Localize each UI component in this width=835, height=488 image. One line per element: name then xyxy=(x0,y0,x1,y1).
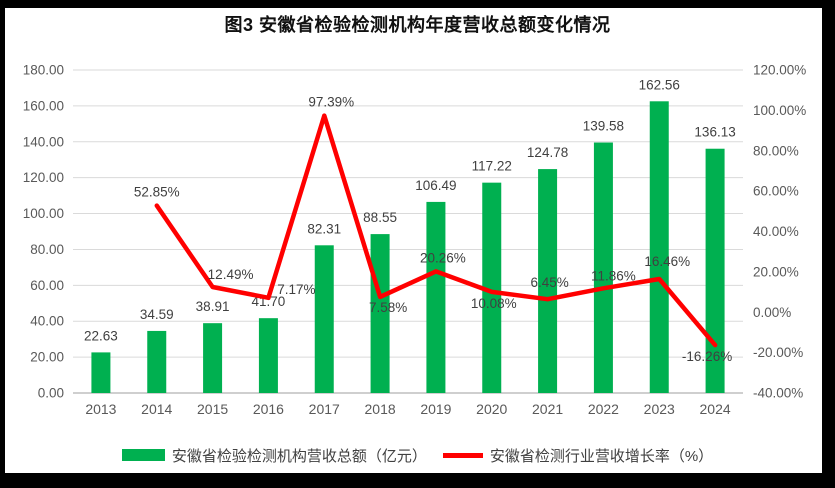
bar-2022 xyxy=(593,142,613,393)
right-axis-tick: -20.00% xyxy=(753,345,803,360)
left-axis-tick: 180.00 xyxy=(23,63,64,78)
line-data-label: 97.39% xyxy=(308,95,354,110)
bar-data-label: 34.59 xyxy=(140,307,174,322)
right-axis-tick: -40.00% xyxy=(753,386,803,401)
line-data-label: 7.17% xyxy=(277,282,315,297)
x-axis-label: 2013 xyxy=(85,401,116,417)
bar-data-label: 22.63 xyxy=(84,328,118,343)
bar-data-label: 106.49 xyxy=(415,178,456,193)
x-axis-label: 2014 xyxy=(141,401,172,417)
x-axis-label: 2019 xyxy=(420,401,451,417)
bar-data-label: 162.56 xyxy=(639,77,680,92)
x-axis-label: 2016 xyxy=(253,401,284,417)
growth-line xyxy=(154,113,718,348)
chart-title: 图3 安徽省检验检测机构年度营收总额变化情况 xyxy=(224,15,611,35)
legend-line-swatch xyxy=(442,452,483,458)
bar-2020 xyxy=(482,182,502,393)
right-axis-tick: 100.00% xyxy=(753,103,806,118)
bar-2017 xyxy=(314,245,334,393)
bar-data-label: 136.13 xyxy=(694,125,735,140)
x-axis-label: 2023 xyxy=(644,401,675,417)
x-axis-label: 2021 xyxy=(532,401,563,417)
bar-data-label: 88.55 xyxy=(363,210,397,225)
left-axis-tick: 60.00 xyxy=(30,278,64,293)
line-data-label: 20.26% xyxy=(420,250,466,265)
line-data-label: 7.58% xyxy=(369,300,407,315)
bar-2024 xyxy=(705,148,725,393)
left-axis-tick: 20.00 xyxy=(30,350,64,365)
legend-bar-swatch xyxy=(121,449,165,461)
chart-legend: 安徽省检验检测机构营收总额（亿元） 安徽省检测行业营收增长率（%） xyxy=(0,442,835,468)
line-data-label: 11.86% xyxy=(591,268,636,283)
legend-item-line-series: 安徽省检测行业营收增长率（%） xyxy=(442,445,714,466)
bar-2014 xyxy=(147,330,167,393)
left-axis-tick: 120.00 xyxy=(23,170,64,185)
left-axis-tick: 40.00 xyxy=(30,314,64,329)
bar-2015 xyxy=(203,323,223,393)
bar-2019 xyxy=(426,201,446,393)
x-axis-label: 2022 xyxy=(588,401,619,417)
legend-bar-label: 安徽省检验检测机构营收总额（亿元） xyxy=(171,447,427,465)
x-axis-label: 2020 xyxy=(476,401,507,417)
bar-data-label: 82.31 xyxy=(307,221,341,236)
line-data-label: -16.26% xyxy=(682,349,732,364)
right-axis-tick: 0.00% xyxy=(753,305,791,320)
bar-2023 xyxy=(649,101,669,394)
bar-data-label: 38.91 xyxy=(196,299,230,314)
right-axis-tick: 120.00% xyxy=(753,63,806,78)
left-axis-tick: 160.00 xyxy=(23,98,64,113)
left-axis-tick: 100.00 xyxy=(23,206,64,221)
bar-data-label: 139.58 xyxy=(583,119,624,134)
left-axis-tick: 0.00 xyxy=(38,386,64,401)
x-axis-label: 2017 xyxy=(309,401,340,417)
x-axis-label: 2024 xyxy=(700,401,731,417)
right-axis-tick: 80.00% xyxy=(753,143,799,158)
bar-data-label: 124.78 xyxy=(527,145,568,160)
x-axis-label: 2018 xyxy=(365,401,396,417)
legend-line-label: 安徽省检测行业营收增长率（%） xyxy=(489,447,714,465)
right-axis-tick: 60.00% xyxy=(753,184,799,199)
line-data-label: 16.46% xyxy=(644,254,690,269)
bar-2013 xyxy=(91,352,111,393)
bar-2021 xyxy=(538,169,558,393)
left-axis-tick: 140.00 xyxy=(23,134,64,149)
left-axis-tick: 80.00 xyxy=(30,242,64,257)
bar-2016 xyxy=(258,318,278,393)
line-data-label: 12.49% xyxy=(208,267,254,282)
chart-panel xyxy=(5,8,822,473)
line-data-label: 52.85% xyxy=(134,185,180,200)
legend-item-bar-series: 安徽省检验检测机构营收总额（亿元） xyxy=(121,445,427,466)
line-data-label: 10.08% xyxy=(471,296,517,311)
right-axis-tick: 20.00% xyxy=(753,264,799,279)
x-axis-label: 2015 xyxy=(197,401,228,417)
line-data-label: 6.45% xyxy=(530,275,568,290)
right-axis-tick: 40.00% xyxy=(753,224,799,239)
bar-data-label: 117.22 xyxy=(472,159,512,174)
